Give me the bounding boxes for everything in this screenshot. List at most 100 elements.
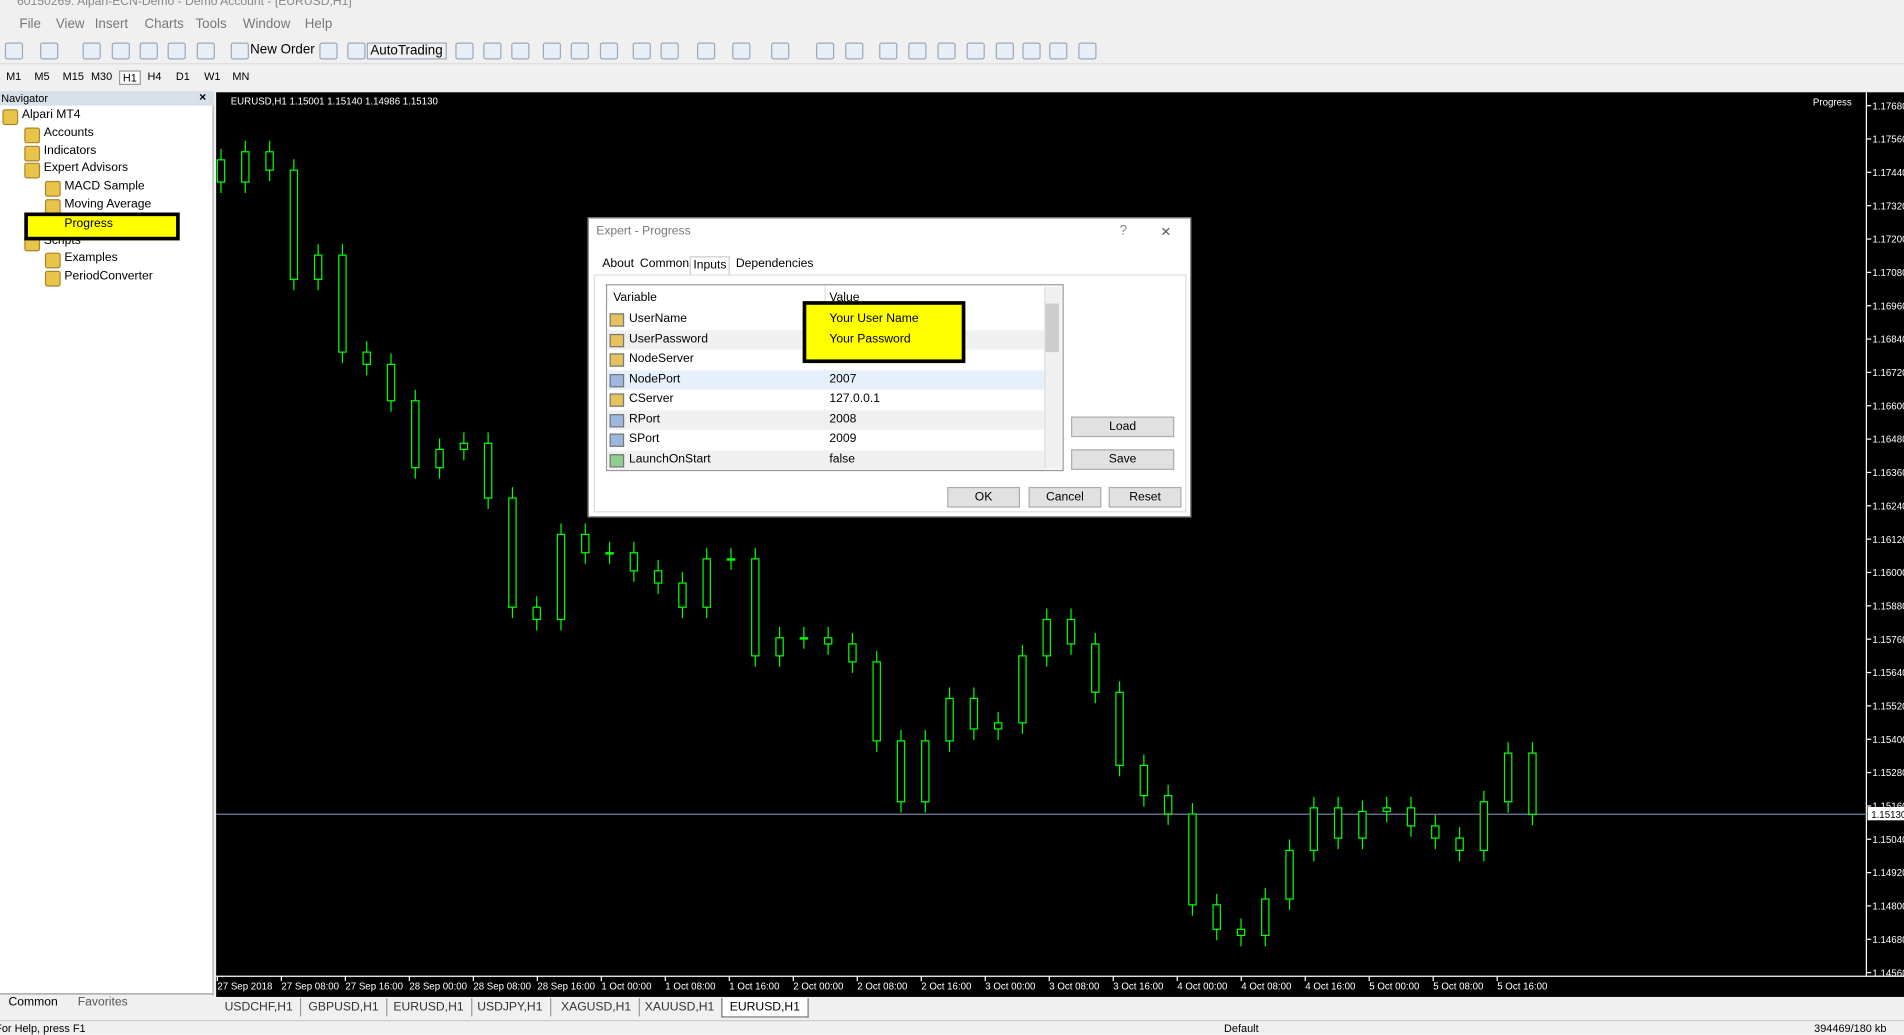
toolbar-button[interactable] [660, 42, 679, 60]
chart-tab[interactable]: XAUUSD,H1 [638, 998, 723, 1017]
toolbar-button[interactable] [879, 42, 898, 60]
dialog-tab[interactable]: Inputs [689, 256, 731, 275]
toolbar-button[interactable] [908, 42, 927, 60]
timeframe-button[interactable]: M30 [90, 70, 113, 83]
load-button[interactable]: Load [1071, 416, 1175, 438]
chart-tab[interactable]: USDCHF,H1 [217, 998, 302, 1017]
close-icon[interactable]: × [199, 91, 207, 105]
chart-tab[interactable]: XAGUSD,H1 [554, 998, 640, 1017]
toolbar-button[interactable] [937, 42, 956, 60]
candle-body [1528, 752, 1537, 815]
dialog-tab[interactable]: Dependencies [735, 257, 814, 271]
toolbar-button[interactable] [570, 42, 589, 60]
timeframe-button[interactable]: H1 [119, 70, 141, 86]
toolbar-button[interactable] [816, 42, 835, 60]
menu-item[interactable]: Tools [195, 17, 227, 32]
tree-item[interactable]: Accounts [43, 126, 94, 140]
variable-value[interactable]: 2007 [829, 372, 857, 386]
chart-tab[interactable]: EURUSD,H1 [386, 998, 473, 1017]
toolbar-button[interactable] [632, 42, 651, 60]
dialog-tab[interactable]: About [602, 257, 635, 271]
candle-body [1309, 807, 1319, 851]
tree-item[interactable]: PeriodConverter [64, 269, 153, 284]
toolbar-button[interactable] [1049, 42, 1068, 60]
save-button[interactable]: Save [1071, 449, 1175, 470]
toolbar-button[interactable] [511, 42, 530, 60]
dialog-help[interactable]: ? [1119, 223, 1128, 239]
toolbar-button[interactable] [845, 42, 864, 60]
chart-tab[interactable]: USDJPY,H1 [470, 998, 551, 1017]
toolbar-button[interactable] [196, 42, 215, 60]
variable-value[interactable]: Your Password [829, 332, 911, 347]
variable-value[interactable]: false [829, 452, 856, 466]
dialog-tab[interactable]: Common [639, 257, 690, 271]
toolbar-button[interactable] [82, 42, 101, 60]
navigator-tab[interactable]: Common [8, 995, 58, 1010]
toolbar-button[interactable] [542, 42, 562, 60]
menu-item[interactable]: View [55, 17, 85, 32]
toolbar-button[interactable] [995, 42, 1014, 60]
candle-body [313, 254, 323, 280]
menu-item[interactable]: Window [242, 17, 291, 32]
toolbar-button[interactable] [347, 42, 366, 60]
chart-tab[interactable]: GBPUSD,H1 [301, 998, 388, 1017]
toolbar-button[interactable] [319, 42, 338, 60]
reset-button[interactable]: Reset [1108, 486, 1182, 508]
variable-value[interactable]: 127.0.0.1 [829, 392, 881, 406]
table-row[interactable] [607, 389, 1045, 410]
toolbar-button[interactable] [1022, 42, 1041, 60]
variable-value[interactable]: 2009 [829, 432, 857, 446]
timeframe-button[interactable]: D1 [175, 70, 190, 83]
candle-body [896, 740, 906, 803]
cancel-button[interactable]: Cancel [1028, 486, 1102, 508]
toolbar-button[interactable] [732, 42, 751, 60]
highlight-box [24, 212, 180, 241]
toolbar-button[interactable] [771, 42, 790, 60]
variable-value[interactable]: 2008 [829, 412, 857, 426]
tree-item[interactable]: Indicators [43, 144, 97, 158]
table-row[interactable] [607, 369, 1045, 390]
toolbar-button[interactable] [167, 42, 186, 60]
toolbar-button[interactable] [1078, 42, 1097, 60]
table-row[interactable] [607, 409, 1045, 430]
timeframe-button[interactable]: H4 [147, 70, 162, 83]
dialog-close[interactable]: × [1160, 221, 1171, 241]
table-row[interactable] [607, 429, 1045, 450]
tree-item[interactable]: Examples [64, 251, 118, 266]
menu-item[interactable]: Charts [144, 17, 184, 32]
toolbar-button[interactable] [139, 42, 158, 60]
chart-header: EURUSD,H1 1.15001 1.15140 1.14986 1.1513… [231, 96, 439, 107]
timeframe-button[interactable]: M5 [34, 70, 50, 83]
chart-tab[interactable]: EURUSD,H1 [721, 998, 809, 1018]
tree-item[interactable]: Alpari MT4 [21, 108, 81, 122]
table-row[interactable] [607, 449, 1045, 470]
tree-item[interactable]: Expert Advisors [43, 161, 129, 176]
tree-item[interactable]: MACD Sample [64, 179, 145, 194]
tree-item[interactable]: Progress [64, 217, 113, 231]
toolbar-button[interactable] [697, 42, 716, 60]
toolbar-button[interactable] [966, 42, 985, 60]
ok-button[interactable]: OK [947, 486, 1021, 508]
tree-item[interactable]: Moving Average [64, 197, 152, 212]
timeframe-button[interactable]: W1 [204, 70, 221, 83]
toolbar-button[interactable] [111, 42, 130, 60]
timeframe-button[interactable]: MN [232, 70, 250, 83]
column-header: Variable [613, 291, 657, 305]
timeframe-button[interactable]: M1 [6, 70, 22, 83]
toolbar-button[interactable] [599, 42, 619, 60]
toolbar-button[interactable] [230, 42, 249, 60]
toolbar-button[interactable] [4, 42, 24, 60]
new-order-button[interactable]: New Order [250, 42, 315, 58]
candle-body [945, 697, 954, 742]
navigator-tab[interactable]: Favorites [77, 995, 128, 1010]
menu-item[interactable]: Help [304, 17, 333, 32]
menu-item[interactable]: File [19, 17, 41, 32]
menu-item[interactable]: Insert [94, 17, 129, 32]
toolbar-button[interactable] [40, 42, 59, 60]
autotrading-button[interactable]: AutoTrading [366, 42, 447, 60]
timeframe-button[interactable]: M15 [62, 70, 84, 83]
toolbar-button[interactable] [483, 42, 502, 60]
toolbar-button[interactable] [455, 42, 474, 60]
variable-value[interactable]: Your User Name [829, 312, 919, 326]
candle-body [411, 400, 420, 469]
